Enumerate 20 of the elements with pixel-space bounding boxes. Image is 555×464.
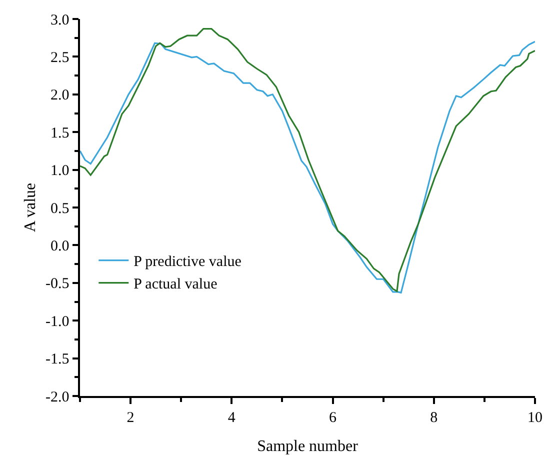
x-tick-label: 4 [228, 410, 236, 426]
y-tick-label: 0.0 [50, 238, 70, 254]
x-tick-label: 8 [430, 410, 438, 426]
x-tick-label: 2 [126, 410, 134, 426]
x-tick-label: 6 [329, 410, 338, 426]
y-tick-label: -1.0 [46, 314, 70, 330]
x-tick-label: 10 [528, 410, 542, 426]
y-tick-label: -2.0 [46, 389, 70, 406]
legend-label: P predictive value [134, 254, 242, 270]
y-tick-label: -0.5 [46, 276, 70, 292]
y-tick-label: 0.5 [50, 200, 70, 217]
x-axis-title: Sample number [257, 438, 359, 455]
y-tick-label: -1.5 [46, 352, 70, 368]
y-tick-label: 1.0 [50, 163, 70, 180]
legend-label: P actual value [134, 276, 218, 293]
y-tick-label: 3.0 [50, 12, 70, 28]
y-tick-label: 2.0 [50, 88, 70, 104]
y-axis-title: A value [22, 182, 39, 232]
y-tick-label: 2.5 [50, 50, 70, 66]
y-tick-label: 1.5 [50, 125, 70, 142]
